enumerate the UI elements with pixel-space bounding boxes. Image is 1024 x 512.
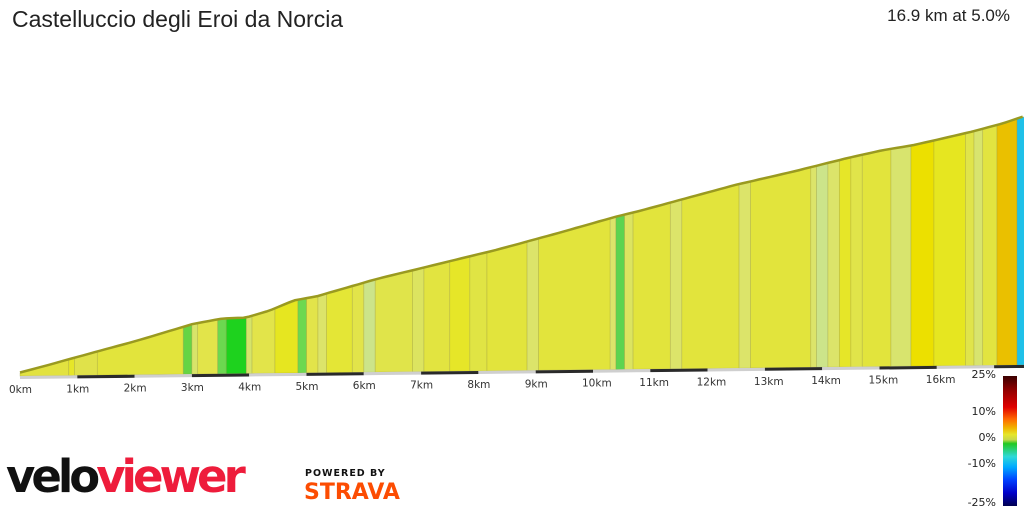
gradient-segment bbox=[423, 261, 451, 372]
gradient-segment bbox=[738, 181, 751, 369]
distance-axis-segment bbox=[764, 367, 823, 371]
x-tick-label: 16km bbox=[926, 374, 956, 386]
gradient-segment bbox=[861, 148, 892, 368]
gradient-segment bbox=[1016, 116, 1024, 366]
gradient-segment bbox=[68, 357, 75, 376]
gradient-segment bbox=[251, 308, 276, 374]
gradient-segment bbox=[326, 285, 353, 374]
gradient-segment bbox=[996, 118, 1018, 366]
gradient-segment bbox=[850, 154, 863, 368]
x-tick-label: 3km bbox=[181, 382, 204, 394]
gradient-segment bbox=[632, 202, 671, 370]
legend-label-minus25: -25% bbox=[967, 496, 996, 509]
gradient-segment bbox=[486, 241, 528, 372]
legend-label-25: 25% bbox=[971, 368, 996, 381]
gradient-segment bbox=[827, 160, 840, 368]
gradient-segment bbox=[816, 162, 829, 368]
distance-axis-segment bbox=[19, 375, 78, 379]
route-title: Castelluccio degli Eroi da Norcia bbox=[12, 6, 344, 32]
gradient-segment bbox=[669, 199, 683, 370]
gradient-segment bbox=[469, 252, 488, 372]
x-tick-label: 13km bbox=[754, 376, 784, 388]
distance-axis-segment bbox=[191, 373, 250, 378]
distance-axis-segment bbox=[879, 365, 937, 370]
gradient-segment bbox=[681, 184, 740, 370]
distance-axis-segment bbox=[535, 369, 594, 374]
legend-label-10: 10% bbox=[971, 405, 996, 418]
gradient-segment bbox=[838, 157, 852, 368]
route-summary: 16.9 km at 5.0% bbox=[887, 6, 1010, 25]
x-tick-label: 11km bbox=[639, 377, 669, 389]
gradient-segment bbox=[933, 133, 966, 367]
x-tick-label: 12km bbox=[697, 376, 727, 388]
distance-axis-segment bbox=[421, 370, 479, 375]
gradient-segment bbox=[297, 298, 307, 374]
gradient-segment bbox=[191, 323, 199, 375]
x-tick-label: 1km bbox=[66, 383, 89, 395]
legend-label-minus10: -10% bbox=[967, 457, 996, 470]
gradient-segment bbox=[197, 319, 219, 375]
profile-ridge-line bbox=[19, 115, 1024, 374]
veloviewer-logo: veloviewer bbox=[6, 450, 246, 503]
logo-velo: velo bbox=[6, 450, 100, 503]
gradient-legend-bar bbox=[1003, 376, 1017, 506]
x-tick-label: 7km bbox=[410, 380, 433, 392]
distance-axis-segment bbox=[77, 374, 135, 379]
distance-axis-segment bbox=[249, 372, 307, 377]
x-tick-label: 4km bbox=[238, 381, 261, 393]
gradient-segment bbox=[274, 299, 299, 374]
gradient-segment bbox=[750, 167, 812, 369]
distance-axis-segment bbox=[363, 371, 422, 376]
gradient-segment bbox=[374, 270, 413, 373]
distance-axis-segment bbox=[822, 366, 880, 371]
x-tick-label: 9km bbox=[525, 378, 548, 390]
distance-axis-segment bbox=[650, 368, 708, 373]
gradient-segment bbox=[810, 165, 817, 368]
distance-axis-segment bbox=[306, 372, 364, 376]
x-tick-label: 0km bbox=[9, 384, 32, 396]
x-tick-label: 5km bbox=[296, 381, 319, 393]
gradient-segment bbox=[609, 216, 617, 370]
logo-viewer: viewer bbox=[96, 450, 246, 503]
distance-axis-segment bbox=[936, 365, 995, 369]
gradient-segment bbox=[351, 282, 365, 373]
gradient-segment bbox=[412, 267, 425, 373]
gradient-segment bbox=[245, 315, 253, 374]
strava-logo: STRAVA bbox=[304, 480, 400, 505]
gradient-segment bbox=[317, 293, 327, 374]
gradient-segment bbox=[96, 326, 184, 376]
distance-axis-segment bbox=[592, 369, 651, 373]
x-tick-label: 2km bbox=[124, 383, 147, 395]
gradient-segment bbox=[973, 128, 984, 366]
gradient-segment bbox=[217, 318, 227, 375]
gradient-segment bbox=[615, 214, 625, 370]
gradient-segment bbox=[890, 145, 912, 367]
x-tick-label: 14km bbox=[811, 375, 841, 387]
distance-axis-segment bbox=[134, 374, 192, 378]
powered-by-label: POWERED BY bbox=[305, 468, 386, 479]
x-tick-label: 10km bbox=[582, 378, 612, 390]
gradient-segment bbox=[624, 212, 634, 370]
gradient-segment bbox=[225, 317, 247, 375]
gradient-segment bbox=[306, 295, 319, 374]
x-tick-label: 6km bbox=[353, 380, 376, 392]
distance-axis-segment bbox=[478, 370, 536, 374]
gradient-segment bbox=[182, 324, 193, 375]
gradient-segment bbox=[910, 140, 935, 367]
gradient-segment bbox=[526, 238, 539, 371]
distance-axis-segment bbox=[707, 367, 765, 372]
gradient-segment bbox=[538, 218, 611, 371]
x-tick-label: 8km bbox=[467, 379, 490, 391]
gradient-segment bbox=[449, 256, 471, 372]
legend-label-0: 0% bbox=[978, 431, 996, 444]
gradient-segment bbox=[965, 131, 975, 367]
gradient-segment bbox=[982, 124, 998, 366]
x-tick-label: 15km bbox=[869, 375, 899, 387]
gradient-segment bbox=[363, 279, 376, 373]
